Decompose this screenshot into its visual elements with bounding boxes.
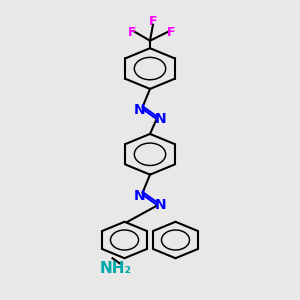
Text: N: N	[155, 112, 166, 126]
Text: F: F	[149, 15, 157, 28]
Text: NH₂: NH₂	[99, 261, 132, 276]
Text: N: N	[134, 103, 145, 117]
Text: N: N	[134, 189, 145, 203]
Text: F: F	[128, 26, 136, 39]
Text: N: N	[155, 198, 166, 212]
Text: F: F	[167, 26, 175, 39]
